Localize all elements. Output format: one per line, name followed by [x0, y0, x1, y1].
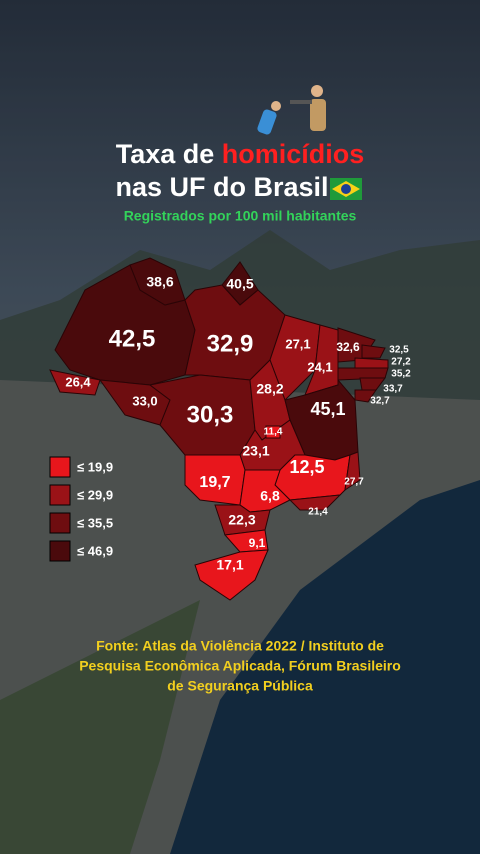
region-label: 32,9 [207, 330, 254, 357]
region [265, 425, 281, 439]
legend-swatch [49, 512, 71, 534]
region-label: 27,1 [285, 336, 310, 351]
region-label: 32,7 [370, 396, 390, 407]
region-label: 42,5 [109, 325, 156, 352]
legend-swatch [49, 456, 71, 478]
legend: ≤ 19,9 ≤ 29,9 ≤ 35,5 ≤ 46,9 [49, 456, 113, 562]
flag [330, 178, 362, 200]
title-start: Taxa de [116, 139, 215, 169]
title-highlight: homicídios [222, 139, 365, 169]
region [194, 549, 269, 601]
region-label: 11,4 [264, 427, 283, 438]
region-label: 28,2 [256, 381, 283, 397]
icon [257, 85, 326, 135]
region [49, 369, 101, 396]
region-label: 32,6 [336, 340, 360, 354]
subtitle: Registrados por 100 mil habitantes [124, 208, 357, 224]
region-label: 45,1 [310, 399, 345, 419]
region-label: 19,7 [199, 474, 230, 491]
legend-label: ≤ 29,9 [77, 487, 113, 502]
region-label: 21,4 [308, 507, 328, 518]
region [361, 344, 386, 359]
region-label: 27,2 [391, 357, 411, 368]
region [354, 389, 377, 403]
region-label: 6,8 [260, 488, 280, 504]
region-label: 35,2 [391, 369, 411, 380]
region [288, 494, 342, 511]
region-label: 12,5 [289, 457, 324, 477]
region [269, 314, 321, 401]
region-label: 17,1 [216, 557, 243, 573]
legend-swatch [49, 484, 71, 506]
legend-label: ≤ 46,9 [77, 543, 113, 558]
region [344, 451, 361, 492]
region-label: 27,7 [344, 477, 364, 488]
region-label: 23,1 [242, 443, 269, 459]
source-line: de Segurança Pública [167, 678, 313, 694]
region-label: 9,1 [249, 536, 266, 550]
source-line: Fonte: Atlas da Violência 2022 / Institu… [96, 638, 384, 654]
park [0, 600, 200, 854]
region-label: 33,0 [132, 393, 157, 408]
region [354, 357, 389, 369]
map [49, 257, 389, 601]
region-label: 40,5 [226, 276, 253, 292]
region-label: 24,1 [307, 359, 332, 374]
title: Taxa de homicídios [116, 139, 365, 169]
region-label: 32,5 [389, 345, 409, 356]
legend-label: ≤ 35,5 [77, 515, 113, 530]
source-line: Pesquisa Econômica Aplicada, Fórum Brasi… [79, 658, 401, 674]
region-label: 26,4 [65, 374, 91, 389]
region-label: 33,7 [383, 384, 403, 395]
legend-swatch [49, 540, 71, 562]
water [170, 480, 480, 854]
map-labels: 42,5 38,6 40,5 32,9 26,4 33,0 30,3 27,1 … [65, 274, 411, 573]
region-label: 38,6 [146, 274, 173, 290]
legend-label: ≤ 19,9 [77, 459, 113, 474]
region-label: 30,3 [187, 401, 234, 428]
region-label: 22,3 [228, 512, 255, 528]
title-line2: nas UF do Brasil [115, 172, 328, 202]
